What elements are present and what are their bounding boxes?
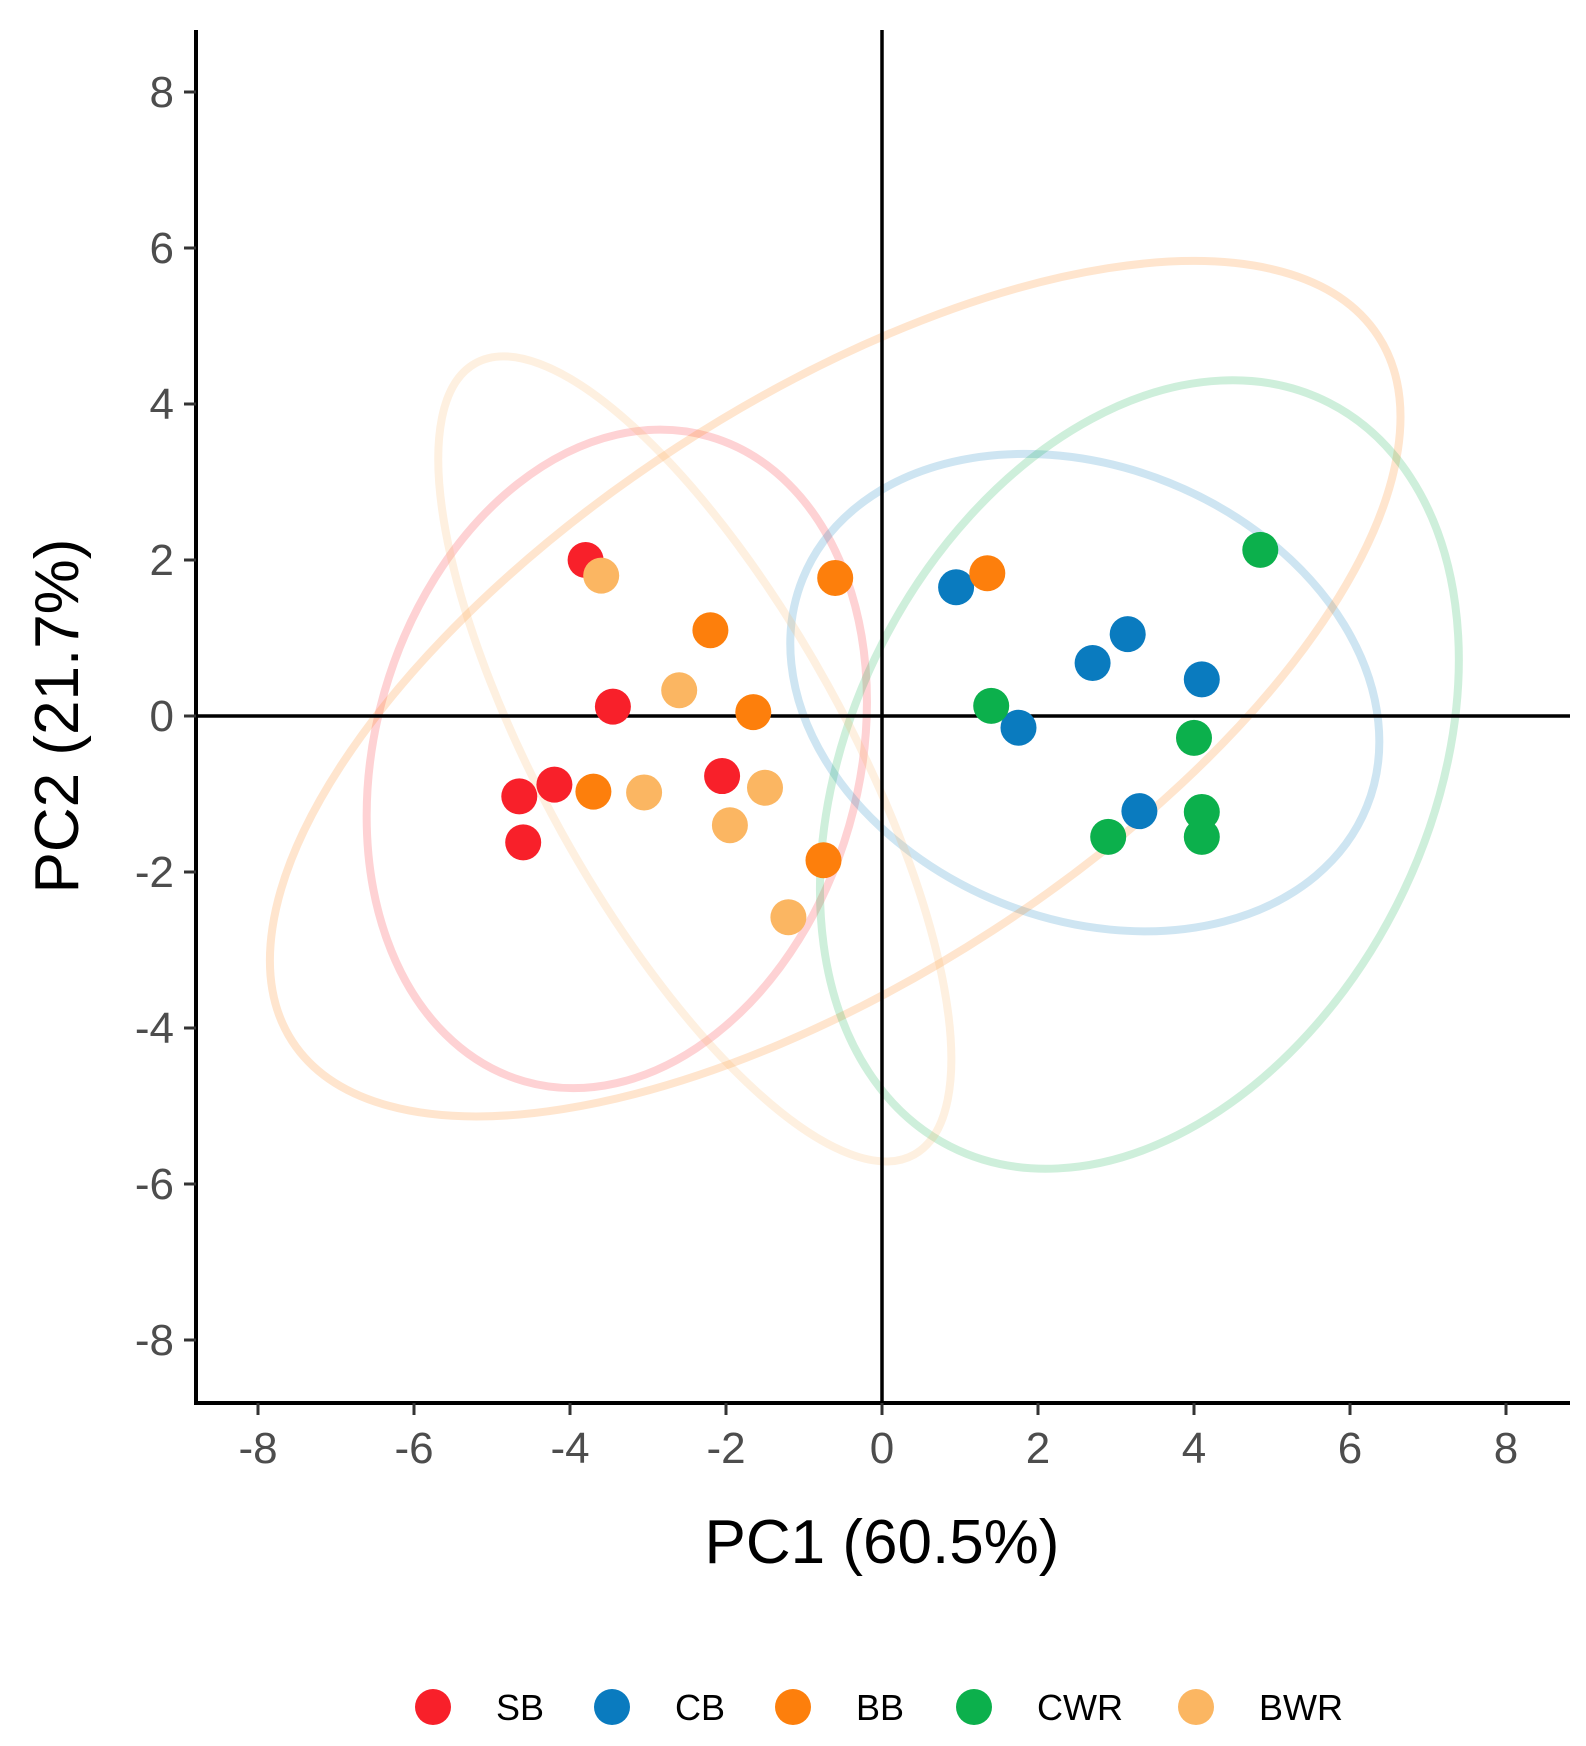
point-cb <box>1074 644 1111 681</box>
ellipse-sb <box>362 425 871 1093</box>
point-bb <box>969 555 1006 592</box>
point-cwr <box>1183 818 1220 855</box>
point-sb <box>704 758 741 795</box>
x-axis-title: PC1 (60.5%) <box>705 1508 1060 1577</box>
point-cwr <box>1090 818 1127 855</box>
y-tick-label: -4 <box>135 1004 174 1053</box>
x-tick-label: -4 <box>550 1424 589 1473</box>
point-cwr <box>1183 793 1220 830</box>
point-bb <box>735 694 772 731</box>
point-bb <box>692 612 729 649</box>
point-bwr <box>711 807 748 844</box>
point-cb <box>1183 661 1220 698</box>
point-cwr <box>1242 531 1279 568</box>
y-tick-label: -6 <box>135 1160 174 1209</box>
legend-key-cwr <box>956 1689 992 1725</box>
point-cb <box>938 569 975 606</box>
point-cb <box>1000 709 1037 746</box>
y-tick-label: 0 <box>150 692 174 741</box>
tick-labels: -8 -6 -4 -2 0 2 4 6 8 -8 -6 -4 -2 0 2 4 6 8 <box>135 68 1518 1473</box>
x-tick-label: 0 <box>870 1424 894 1473</box>
point-bb <box>817 559 854 596</box>
confidence-ellipses <box>265 257 1463 1173</box>
legend-label-bb: BB <box>856 1687 904 1728</box>
point-sb <box>501 778 538 815</box>
legend-key-sb <box>415 1689 451 1725</box>
point-cb <box>1109 616 1146 653</box>
point-bwr <box>626 774 663 811</box>
y-tick-label: 2 <box>150 536 174 585</box>
data-points <box>501 531 1279 936</box>
legend-label-cwr: CWR <box>1037 1687 1123 1728</box>
ellipse-cb <box>786 449 1384 936</box>
y-tick-label: 6 <box>150 224 174 273</box>
point-cb <box>1121 793 1158 830</box>
y-tick-label: -2 <box>135 848 174 897</box>
legend-label-bwr: BWR <box>1259 1687 1343 1728</box>
x-tick-label: 2 <box>1026 1424 1050 1473</box>
legend-key-bb <box>775 1689 811 1725</box>
point-bb <box>575 773 612 810</box>
point-cwr <box>973 687 1010 724</box>
reference-lines <box>196 30 1570 1403</box>
point-bwr <box>661 672 698 709</box>
point-bb <box>805 842 842 879</box>
x-tick-label: -8 <box>238 1424 277 1473</box>
legend-key-bwr <box>1178 1689 1214 1725</box>
point-sb <box>505 824 542 861</box>
legend-key-cb <box>594 1689 630 1725</box>
ellipse-bwr <box>434 352 956 1166</box>
point-bwr <box>583 557 620 594</box>
y-tick-label: 8 <box>150 68 174 117</box>
y-tick-label: 4 <box>150 380 174 429</box>
point-cwr <box>1176 719 1212 756</box>
x-tick-label: 4 <box>1182 1424 1206 1473</box>
x-tick-label: -2 <box>706 1424 745 1473</box>
y-axis-title: PC2 (21.7%) <box>23 539 92 894</box>
ellipse-bb <box>265 257 1405 1121</box>
point-sb <box>536 766 573 803</box>
legend: SB CB BB CWR BWR <box>415 1687 1343 1728</box>
x-tick-label: 8 <box>1494 1424 1518 1473</box>
x-tick-label: -6 <box>394 1424 433 1473</box>
point-sb <box>594 688 631 725</box>
legend-label-cb: CB <box>675 1687 725 1728</box>
ellipse-cwr <box>816 376 1463 1173</box>
x-tick-label: 6 <box>1338 1424 1362 1473</box>
legend-label-sb: SB <box>496 1687 544 1728</box>
point-bwr <box>747 769 783 806</box>
y-tick-label: -8 <box>135 1316 174 1365</box>
point-bwr <box>770 899 807 936</box>
